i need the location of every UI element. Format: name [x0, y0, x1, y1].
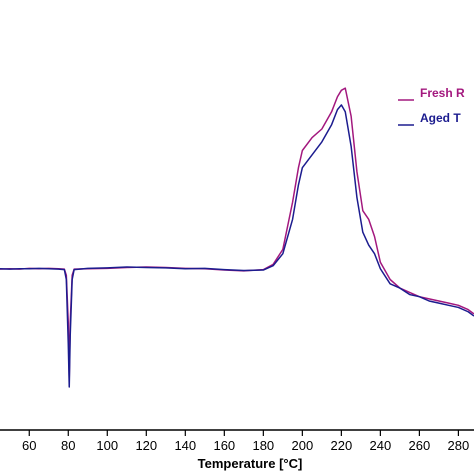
x-axis-title: Temperature [°C] [198, 456, 303, 471]
x-tick-label: 240 [370, 438, 392, 453]
x-tick-label: 80 [61, 438, 75, 453]
data-line [0, 87, 474, 380]
data-line [0, 104, 474, 388]
x-tick-label: 180 [252, 438, 274, 453]
x-tick-label: 140 [174, 438, 196, 453]
x-tick-label: 120 [135, 438, 157, 453]
legend-label: Fresh R [420, 86, 465, 100]
x-tick-label: 200 [291, 438, 313, 453]
legend-label: Aged T [420, 111, 461, 125]
x-tick-label: 260 [409, 438, 431, 453]
x-tick-label: 60 [22, 438, 36, 453]
x-tick-label: 100 [96, 438, 118, 453]
x-tick-label: 220 [331, 438, 353, 453]
x-tick-label: 280 [448, 438, 470, 453]
x-tick-label: 160 [213, 438, 235, 453]
